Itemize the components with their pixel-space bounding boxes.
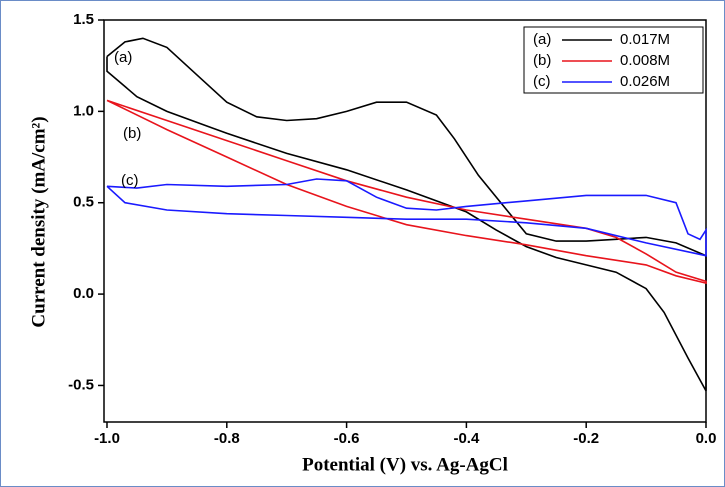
data-line: [106, 178, 707, 257]
y-tick-label: -0.5: [68, 376, 94, 393]
curve-label: (a): [114, 49, 132, 66]
legend-label: (b): [533, 52, 551, 69]
y-tick-label: 0.5: [73, 194, 94, 211]
data-line: [106, 37, 707, 392]
x-tick-label: -1.0: [94, 430, 120, 447]
x-tick-label: -0.4: [453, 430, 480, 447]
y-tick-label: 1.0: [73, 102, 94, 119]
legend-name: 0.026M: [620, 73, 670, 90]
plot-area: [103, 19, 707, 423]
x-axis-label: Potential (V) vs. Ag-AgCl: [302, 454, 508, 475]
y-axis-label: Current density (mA/cm²): [28, 116, 49, 327]
legend-label: (a): [533, 31, 551, 48]
legend-box: [523, 26, 704, 94]
legend-name: 0.017M: [620, 31, 670, 48]
y-tick-label: 1.5: [73, 11, 94, 28]
curve-label: (b): [123, 125, 141, 142]
x-tick-label: -0.8: [214, 430, 240, 447]
y-tick-label: 0.0: [73, 285, 94, 302]
x-tick-label: -0.2: [573, 430, 599, 447]
legend-name: 0.008M: [620, 52, 670, 69]
x-tick-label: 0.0: [696, 430, 717, 447]
curve-label: (c): [121, 172, 139, 189]
legend-label: (c): [533, 73, 551, 90]
x-tick-label: -0.6: [334, 430, 360, 447]
